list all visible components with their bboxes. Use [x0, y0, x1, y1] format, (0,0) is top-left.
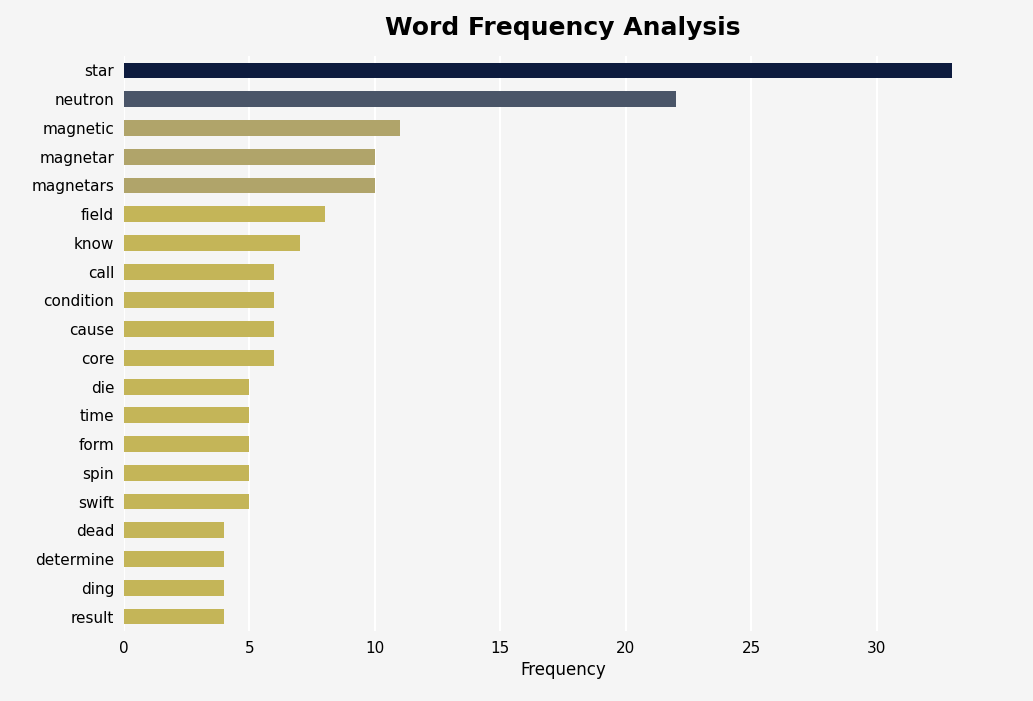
X-axis label: Frequency: Frequency	[520, 661, 606, 679]
Bar	[124, 494, 249, 510]
Bar	[124, 62, 951, 79]
Bar	[124, 321, 275, 337]
Bar	[124, 91, 676, 107]
Bar	[124, 120, 400, 136]
Bar	[124, 177, 375, 193]
Bar	[124, 522, 224, 538]
Title: Word Frequency Analysis: Word Frequency Analysis	[385, 16, 741, 40]
Bar	[124, 379, 249, 395]
Bar	[124, 580, 224, 596]
Bar	[124, 407, 249, 423]
Bar	[124, 436, 249, 452]
Bar	[124, 292, 275, 308]
Bar	[124, 264, 275, 280]
Bar	[124, 206, 324, 222]
Bar	[124, 608, 224, 625]
Bar	[124, 235, 300, 251]
Bar	[124, 465, 249, 481]
Bar	[124, 149, 375, 165]
Bar	[124, 551, 224, 567]
Bar	[124, 350, 275, 366]
